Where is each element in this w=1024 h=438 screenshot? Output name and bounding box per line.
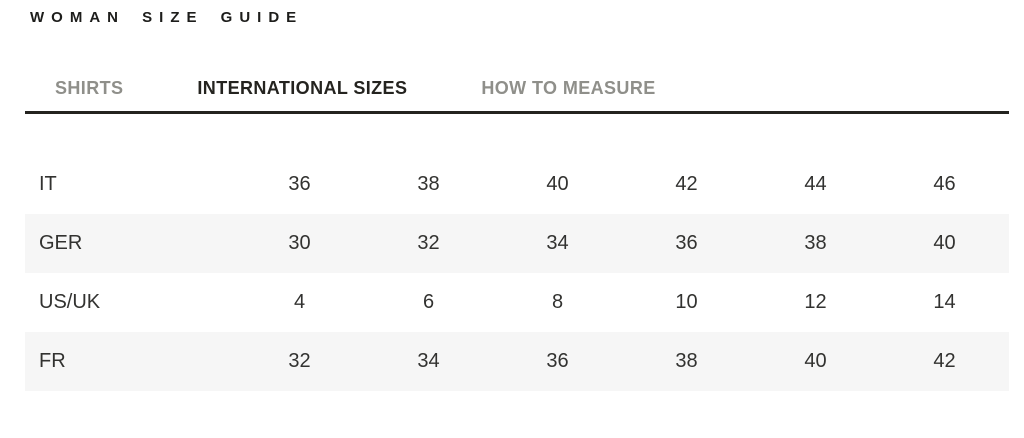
size-value: 32 [417,232,440,254]
table-row-ger: GER 30 32 34 36 38 40 [25,214,1009,273]
size-value: 38 [804,232,827,254]
tab-international-sizes[interactable]: INTERNATIONAL SIZES [197,78,408,98]
size-value: 42 [675,173,698,195]
size-value: 46 [933,173,956,195]
size-value: 44 [804,173,827,195]
size-value: 30 [288,232,311,254]
tab-how-to-measure[interactable]: HOW TO MEASURE [481,78,656,98]
size-value: 40 [546,173,569,195]
size-value: 38 [675,350,698,372]
size-table: IT 36 38 40 42 44 46 GER 30 32 34 36 38 … [25,155,1009,391]
size-value: 36 [675,232,698,254]
size-value: 40 [933,232,956,254]
size-value: 34 [417,350,440,372]
size-value: 36 [546,350,569,372]
size-value: 34 [546,232,569,254]
row-label-ger: GER [39,232,83,254]
page-title: WOMAN SIZE GUIDE [30,9,304,26]
size-value: 42 [933,350,956,372]
tab-bar: SHIRTS INTERNATIONAL SIZES HOW TO MEASUR… [25,78,1009,114]
size-value: 4 [293,291,306,313]
row-label-it: IT [39,173,57,195]
table-row-it: IT 36 38 40 42 44 46 [25,155,1009,214]
row-label-usuk: US/UK [39,291,101,313]
size-value: 38 [417,173,440,195]
table-row-usuk: US/UK 4 6 8 10 12 14 [25,273,1009,332]
size-value: 12 [804,291,827,313]
size-value: 8 [551,291,564,313]
size-value: 14 [933,291,956,313]
tab-shirts[interactable]: SHIRTS [55,78,124,98]
size-value: 40 [804,350,827,372]
size-value: 32 [288,350,311,372]
table-row-fr: FR 32 34 36 38 40 42 [25,332,1009,391]
row-label-fr: FR [39,350,66,372]
size-value: 6 [422,291,435,313]
size-value: 10 [675,291,698,313]
size-value: 36 [288,173,311,195]
